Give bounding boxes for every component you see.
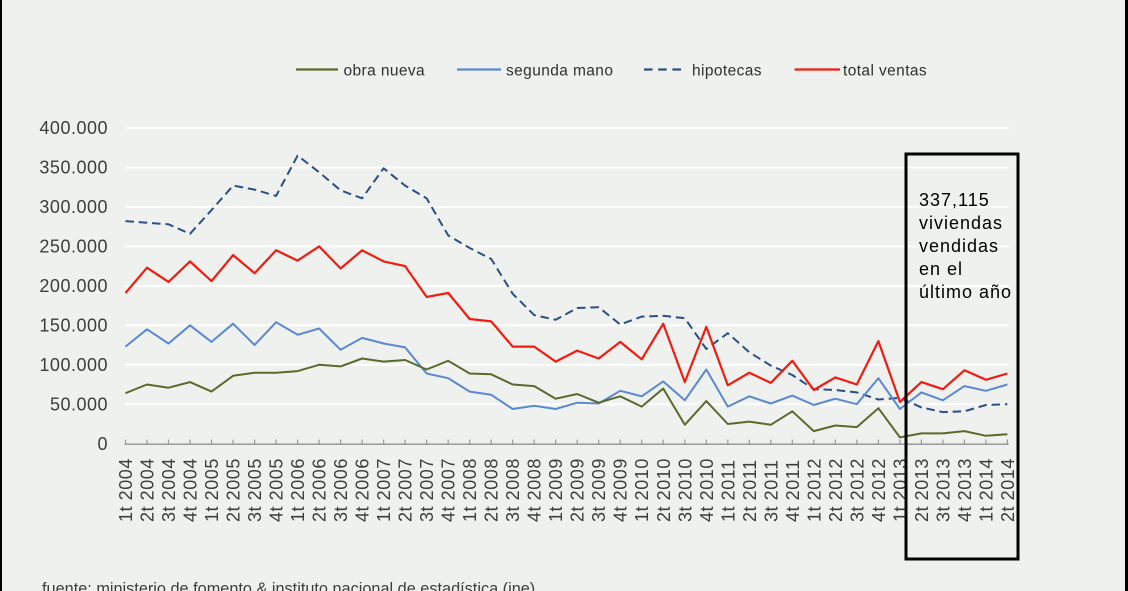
svg-text:2t 2004: 2t 2004 (138, 458, 158, 522)
svg-text:1t 2011: 1t 2011 (718, 459, 738, 522)
svg-text:350.000: 350.000 (39, 158, 108, 178)
svg-text:4t 2005: 4t 2005 (267, 458, 287, 522)
svg-text:4t 2010: 4t 2010 (697, 458, 717, 522)
svg-text:2t 2013: 2t 2013 (912, 458, 932, 522)
svg-text:2t 2014: 2t 2014 (998, 458, 1018, 522)
svg-text:200.000: 200.000 (39, 276, 108, 296)
svg-text:en el: en el (919, 259, 963, 279)
svg-text:3t 2004: 3t 2004 (159, 458, 179, 522)
svg-text:250.000: 250.000 (39, 237, 108, 257)
svg-text:4t 2013: 4t 2013 (955, 458, 975, 522)
svg-text:3t 2009: 3t 2009 (589, 458, 609, 522)
svg-text:2t 2011: 2t 2011 (740, 459, 760, 522)
svg-text:4t 2012: 4t 2012 (869, 458, 889, 522)
svg-text:último año: último año (919, 282, 1012, 302)
svg-text:3t 2011: 3t 2011 (761, 459, 781, 522)
svg-text:4t 2009: 4t 2009 (611, 458, 631, 522)
svg-text:2t 2009: 2t 2009 (568, 458, 588, 522)
svg-text:50.000: 50.000 (50, 394, 108, 414)
svg-text:1t 2014: 1t 2014 (976, 458, 996, 522)
svg-text:4t 2011: 4t 2011 (783, 459, 803, 522)
svg-text:2t 2006: 2t 2006 (310, 458, 330, 522)
svg-text:3t 2013: 3t 2013 (933, 458, 953, 522)
svg-text:1t 2005: 1t 2005 (202, 458, 222, 522)
svg-text:2t 2012: 2t 2012 (826, 458, 846, 522)
svg-text:hipotecas: hipotecas (692, 62, 762, 79)
svg-text:1t 2010: 1t 2010 (632, 458, 652, 522)
svg-text:1t 2006: 1t 2006 (288, 458, 308, 522)
svg-text:obra nueva: obra nueva (344, 62, 426, 79)
svg-text:2t 2008: 2t 2008 (482, 458, 502, 522)
svg-text:3t 2005: 3t 2005 (245, 458, 265, 522)
svg-text:300.000: 300.000 (39, 197, 108, 217)
svg-text:400.000: 400.000 (39, 118, 108, 138)
svg-text:0: 0 (97, 434, 108, 454)
svg-text:4t 2006: 4t 2006 (353, 458, 373, 522)
svg-text:1t 2012: 1t 2012 (804, 458, 824, 522)
svg-text:total ventas: total ventas (843, 62, 927, 79)
svg-text:4t 2004: 4t 2004 (181, 458, 201, 522)
svg-text:4t 2008: 4t 2008 (525, 458, 545, 522)
svg-text:3t 2010: 3t 2010 (675, 458, 695, 522)
svg-text:segunda mano: segunda mano (506, 62, 613, 79)
svg-text:3t 2008: 3t 2008 (503, 458, 523, 522)
svg-text:150.000: 150.000 (39, 316, 108, 336)
svg-text:3t 2012: 3t 2012 (847, 458, 867, 522)
svg-text:fuente: ministerio de fomento: fuente: ministerio de fomento & institut… (42, 580, 535, 591)
svg-text:1t 2009: 1t 2009 (546, 458, 566, 522)
svg-text:2t 2005: 2t 2005 (224, 458, 244, 522)
svg-text:1t 2008: 1t 2008 (460, 458, 480, 522)
svg-text:2t 2007: 2t 2007 (396, 458, 416, 522)
svg-text:1t 2004: 1t 2004 (116, 458, 136, 522)
svg-text:viviendas: viviendas (919, 213, 1003, 233)
svg-text:3t 2006: 3t 2006 (331, 458, 351, 522)
svg-text:3t 2007: 3t 2007 (417, 458, 437, 522)
svg-text:2t 2010: 2t 2010 (654, 458, 674, 522)
svg-text:vendidas: vendidas (919, 236, 999, 256)
svg-text:100.000: 100.000 (39, 355, 108, 375)
svg-text:1t 2007: 1t 2007 (374, 458, 394, 522)
svg-text:4t 2007: 4t 2007 (439, 458, 459, 522)
svg-text:337,115: 337,115 (919, 190, 990, 210)
